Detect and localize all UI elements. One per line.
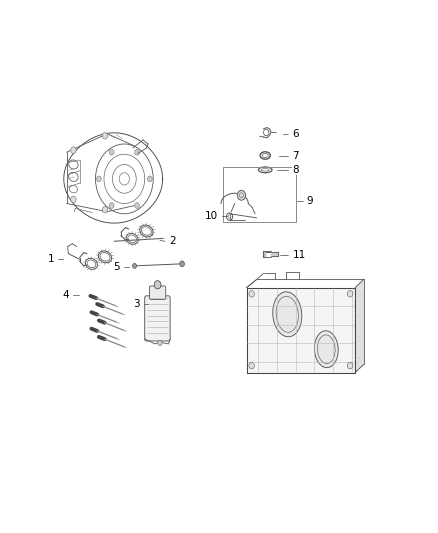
Circle shape xyxy=(71,147,76,154)
Circle shape xyxy=(148,176,152,182)
Text: 3: 3 xyxy=(133,299,140,309)
Text: 2: 2 xyxy=(169,236,176,246)
Text: 6: 6 xyxy=(293,129,299,139)
Text: 11: 11 xyxy=(293,250,306,260)
Text: 4: 4 xyxy=(63,290,69,300)
Circle shape xyxy=(249,362,254,369)
FancyBboxPatch shape xyxy=(149,286,166,300)
Polygon shape xyxy=(271,252,278,256)
Circle shape xyxy=(347,290,353,297)
Polygon shape xyxy=(263,251,265,257)
Circle shape xyxy=(102,133,108,139)
FancyBboxPatch shape xyxy=(145,296,170,341)
Text: 5: 5 xyxy=(113,262,120,272)
Text: 8: 8 xyxy=(293,165,299,175)
Polygon shape xyxy=(355,279,364,373)
Circle shape xyxy=(154,281,161,289)
Circle shape xyxy=(180,261,184,266)
Circle shape xyxy=(135,149,139,155)
Text: 9: 9 xyxy=(307,197,313,206)
Circle shape xyxy=(132,263,137,268)
Ellipse shape xyxy=(273,292,302,337)
Bar xyxy=(223,166,296,222)
Text: 10: 10 xyxy=(205,211,218,221)
Circle shape xyxy=(158,341,162,345)
Polygon shape xyxy=(247,288,355,373)
Circle shape xyxy=(102,206,108,213)
Circle shape xyxy=(96,176,101,182)
Circle shape xyxy=(249,290,254,297)
Ellipse shape xyxy=(314,331,338,368)
Circle shape xyxy=(237,190,246,200)
Circle shape xyxy=(71,196,76,203)
Text: 1: 1 xyxy=(47,254,54,264)
Circle shape xyxy=(347,362,353,369)
Text: 7: 7 xyxy=(293,151,299,161)
Circle shape xyxy=(135,203,139,208)
Circle shape xyxy=(109,149,114,155)
Circle shape xyxy=(109,203,114,208)
